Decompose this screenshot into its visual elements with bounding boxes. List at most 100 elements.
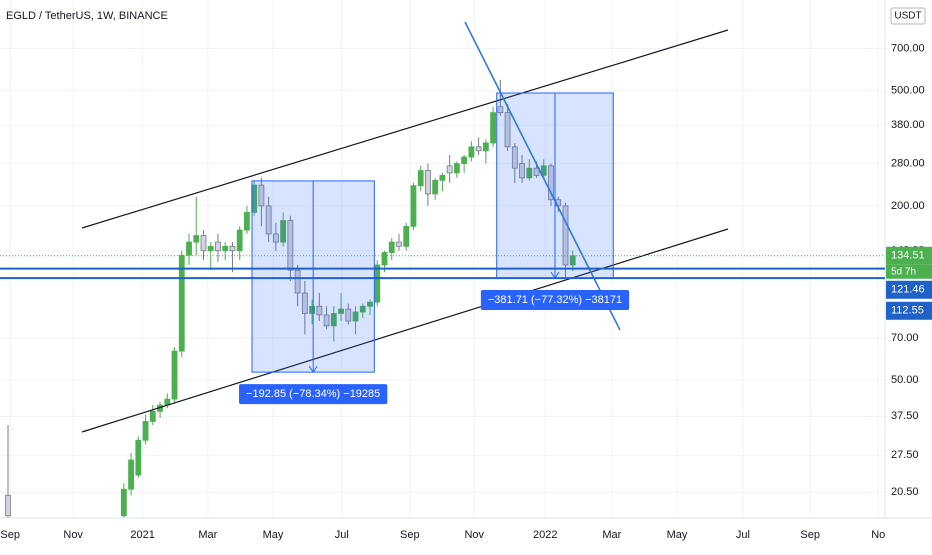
candle-body xyxy=(294,269,301,294)
candle-body xyxy=(323,314,330,327)
candle-body xyxy=(352,311,359,322)
candle-body xyxy=(497,106,504,114)
candle-body xyxy=(482,142,489,152)
candle-body xyxy=(178,254,185,352)
candle-body xyxy=(511,146,518,169)
candle-body xyxy=(287,220,294,271)
price-label: 121.46 xyxy=(891,284,925,296)
candle-body xyxy=(446,165,453,174)
candle-body xyxy=(135,439,142,476)
candle-body xyxy=(417,170,424,187)
candle-body xyxy=(432,179,439,195)
chart-title: EGLD / TetherUS, 1W, BINANCE xyxy=(6,10,168,22)
measure-label: −381.71 (−77.32%) −38171 xyxy=(488,294,622,306)
candle-body xyxy=(396,241,402,247)
candle-body xyxy=(171,350,178,400)
candle-body xyxy=(381,252,388,266)
y-tick-label: 700.00 xyxy=(891,42,925,54)
y-tick-label: 280.00 xyxy=(891,158,925,170)
y-tick-label: 27.50 xyxy=(891,449,919,461)
x-tick-label: 2022 xyxy=(533,529,557,541)
candle-body xyxy=(403,225,410,247)
price-label: 112.55 xyxy=(891,305,924,317)
candle-body xyxy=(425,170,431,195)
y-tick-label: 70.00 xyxy=(891,332,919,344)
y-tick-label: 50.00 xyxy=(891,374,919,386)
candle-body xyxy=(200,235,207,252)
candle-body xyxy=(142,421,149,441)
x-tick-label: Nov xyxy=(464,529,484,541)
candle-body xyxy=(128,459,134,490)
x-tick-label: No xyxy=(871,529,885,541)
overlay: −192.85 (−78.34%) −19285 −381.71 (−77.32%… xyxy=(239,92,630,405)
candle-body xyxy=(562,205,569,266)
candle-body xyxy=(533,167,540,176)
countdown-label: 5d 7h xyxy=(891,266,916,277)
x-tick-label: Sep xyxy=(400,529,420,541)
candle-body xyxy=(272,233,279,243)
countdown-box xyxy=(886,264,932,279)
candle-body xyxy=(367,301,373,307)
candle-body xyxy=(569,255,576,266)
plot-area xyxy=(5,21,729,518)
measure-label-box xyxy=(480,289,630,310)
candle-body xyxy=(309,305,315,314)
candle-body xyxy=(265,205,272,235)
candle-body xyxy=(301,292,308,314)
candle-body xyxy=(374,264,381,303)
candle-body xyxy=(490,112,496,144)
candle-body xyxy=(207,245,214,252)
y-tick-label: 380.00 xyxy=(891,119,925,131)
x-tick-label: 2021 xyxy=(130,529,154,541)
price-label: 134.51 xyxy=(891,250,925,262)
y-tick-label: 20.50 xyxy=(891,486,919,498)
candle-body xyxy=(229,245,236,252)
candle-body xyxy=(410,185,417,227)
x-tick-label: Nov xyxy=(63,529,83,541)
price-label-box xyxy=(886,301,932,320)
x-tick-label: Mar xyxy=(198,529,217,541)
candle-body xyxy=(280,220,287,243)
candles xyxy=(5,79,576,518)
candle-body xyxy=(388,241,395,253)
unit-label: USDT xyxy=(894,11,921,22)
candle-body xyxy=(5,494,11,517)
channel-lower xyxy=(81,228,729,433)
x-tick-label: Sep xyxy=(0,529,20,541)
measure-label-box xyxy=(239,384,388,405)
x-tick-label: Jul xyxy=(736,529,750,541)
y-tick-label: 200.00 xyxy=(891,200,925,212)
candle-body xyxy=(338,308,344,314)
candle-body xyxy=(330,313,337,327)
measure-arrow-head xyxy=(308,365,318,374)
candle-body xyxy=(345,308,352,322)
candle-body xyxy=(193,235,200,243)
candle-body xyxy=(475,146,482,152)
candle-body xyxy=(258,184,265,207)
y-tick-label: 500.00 xyxy=(891,85,925,97)
candle-body xyxy=(316,305,323,316)
candle-body xyxy=(540,165,547,176)
candle-body xyxy=(359,305,366,313)
candle-body xyxy=(222,245,229,252)
candle-body xyxy=(519,163,525,179)
candle-body xyxy=(548,165,554,201)
price-label-box xyxy=(886,280,932,299)
x-tick-label: Sep xyxy=(800,529,820,541)
candle-body xyxy=(461,156,468,165)
x-tick-label: Mar xyxy=(602,529,621,541)
price-label-box xyxy=(886,246,932,265)
x-tick-label: May xyxy=(667,529,688,541)
candle-body xyxy=(236,229,243,252)
candle-body xyxy=(215,241,221,252)
candle-body xyxy=(120,488,127,517)
candle-body xyxy=(526,167,533,179)
candle-body xyxy=(504,112,511,148)
candle-body xyxy=(439,174,446,181)
unit-box[interactable] xyxy=(890,7,926,25)
x-tick-label: May xyxy=(263,529,284,541)
x-tick-label: Jul xyxy=(335,529,349,541)
candle-body xyxy=(244,211,250,231)
